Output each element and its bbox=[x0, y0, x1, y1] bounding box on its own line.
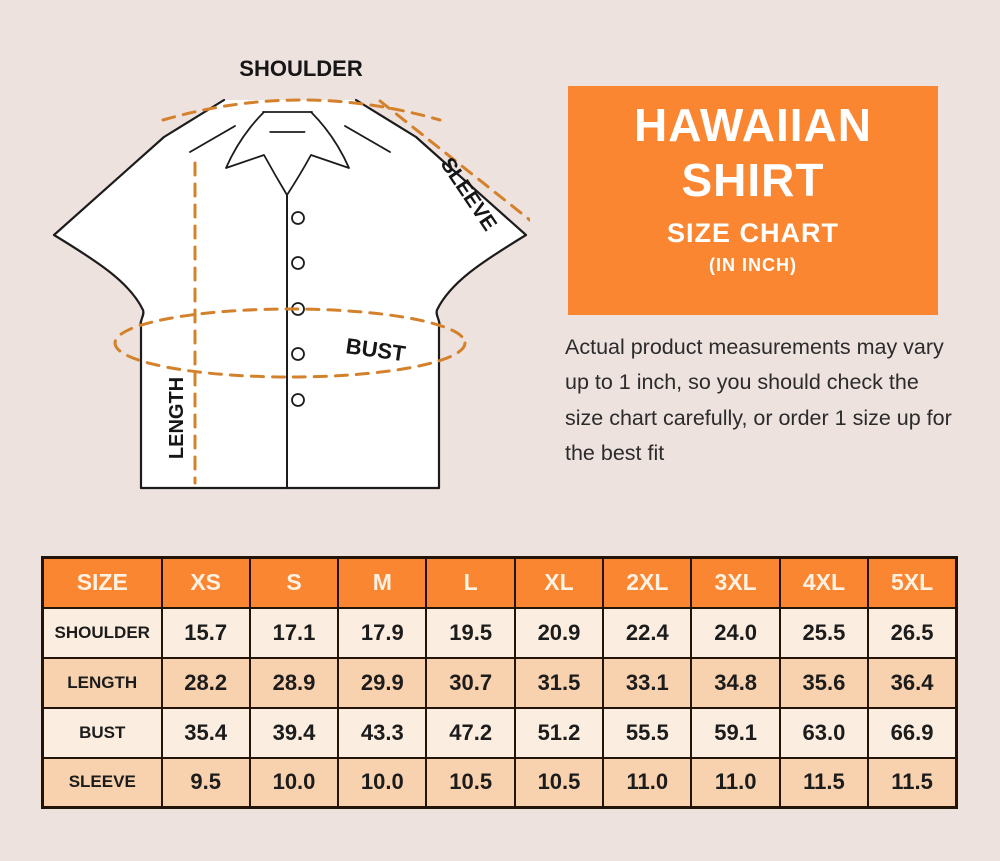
svg-text:LENGTH: LENGTH bbox=[166, 377, 188, 459]
svg-text:SHOULDER: SHOULDER bbox=[239, 60, 363, 81]
